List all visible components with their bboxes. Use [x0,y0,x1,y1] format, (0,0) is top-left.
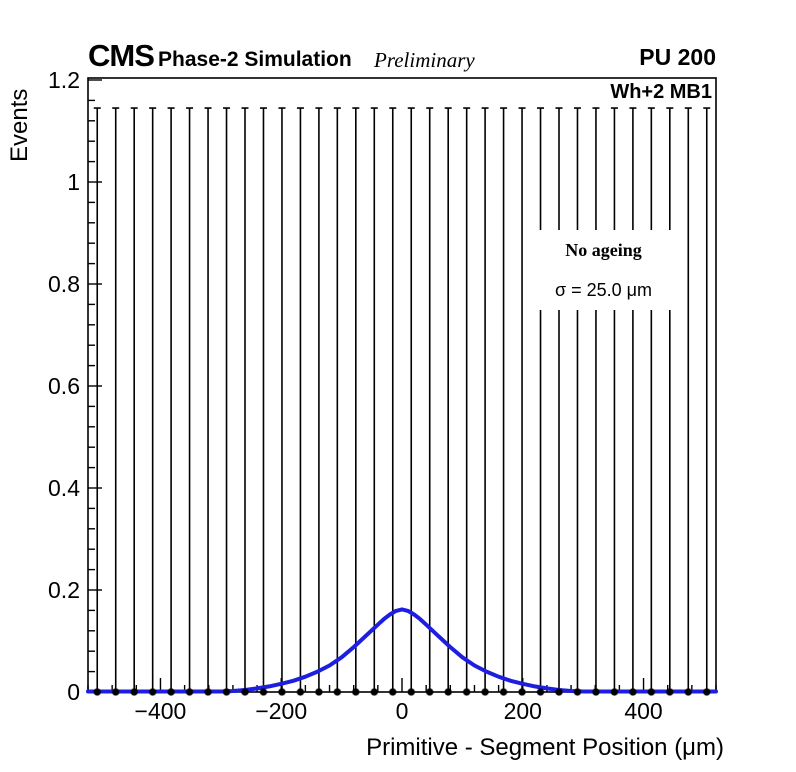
data-point-marker [480,687,490,697]
x-tick-label: 0 [395,698,409,724]
data-point-marker [407,687,416,697]
y-tick-label: 0.8 [48,271,80,297]
pileup-label: PU 200 [639,44,716,70]
plot-frame [87,77,717,693]
data-point-marker [222,687,231,697]
data-point-marker [554,687,564,697]
data-point-marker [148,687,157,697]
data-point-marker [628,687,638,697]
phase2-simulation-label: Phase-2 Simulation [158,48,352,71]
y-tick-label: 0 [67,679,80,705]
data-point-marker [370,687,379,697]
data-point-marker [610,687,619,697]
y-tick-label: 0.6 [48,373,80,399]
stats-box: No ageing σ = 25.0 μm [530,230,677,310]
data-point-marker [351,687,360,697]
data-point-marker [93,687,102,697]
data-point-marker [388,687,397,697]
x-tick-label: −400 [134,698,187,724]
data-point-marker [185,687,194,697]
sigma-value-label: σ = 25.0 μm [554,279,653,300]
data-point-marker [573,687,582,697]
preliminary-label: Preliminary [374,48,475,72]
data-point-marker [499,687,508,697]
data-point-marker [166,687,176,697]
x-tick-label: 200 [503,698,542,724]
data-point-marker [536,687,545,697]
data-point-marker [314,687,324,697]
wheel-station-label: Wh+2 MB1 [610,81,712,103]
data-point-marker [203,687,213,697]
y-tick-label: 1 [67,169,80,195]
data-point-marker [277,687,287,697]
data-point-marker [111,687,120,697]
data-point-marker [665,687,674,697]
x-tick-label: −200 [255,698,308,724]
x-axis-title: Primitive - Segment Position (μm) [366,734,724,761]
y-tick-label: 1.2 [48,67,80,93]
x-tick-label: 400 [624,698,663,724]
data-point-marker [462,687,471,697]
data-point-marker [647,687,656,697]
data-point-marker [684,687,693,697]
data-point-marker [702,687,711,697]
data-point-marker [130,687,139,697]
data-point-marker [296,687,305,697]
y-axis-title: Events [6,88,33,162]
data-point-marker [425,687,434,697]
ageing-scenario-label: No ageing [565,239,642,260]
data-point-marker [517,687,527,697]
data-point-marker [591,687,601,697]
data-point-marker [259,687,268,697]
data-point-marker [444,687,453,697]
cms-logo-text: CMS [88,38,155,73]
data-point-marker [240,687,250,697]
fit-curve [86,607,718,694]
y-tick-label: 0.2 [48,577,80,603]
y-tick-label: 0.4 [48,475,80,501]
data-point-marker [333,687,342,697]
